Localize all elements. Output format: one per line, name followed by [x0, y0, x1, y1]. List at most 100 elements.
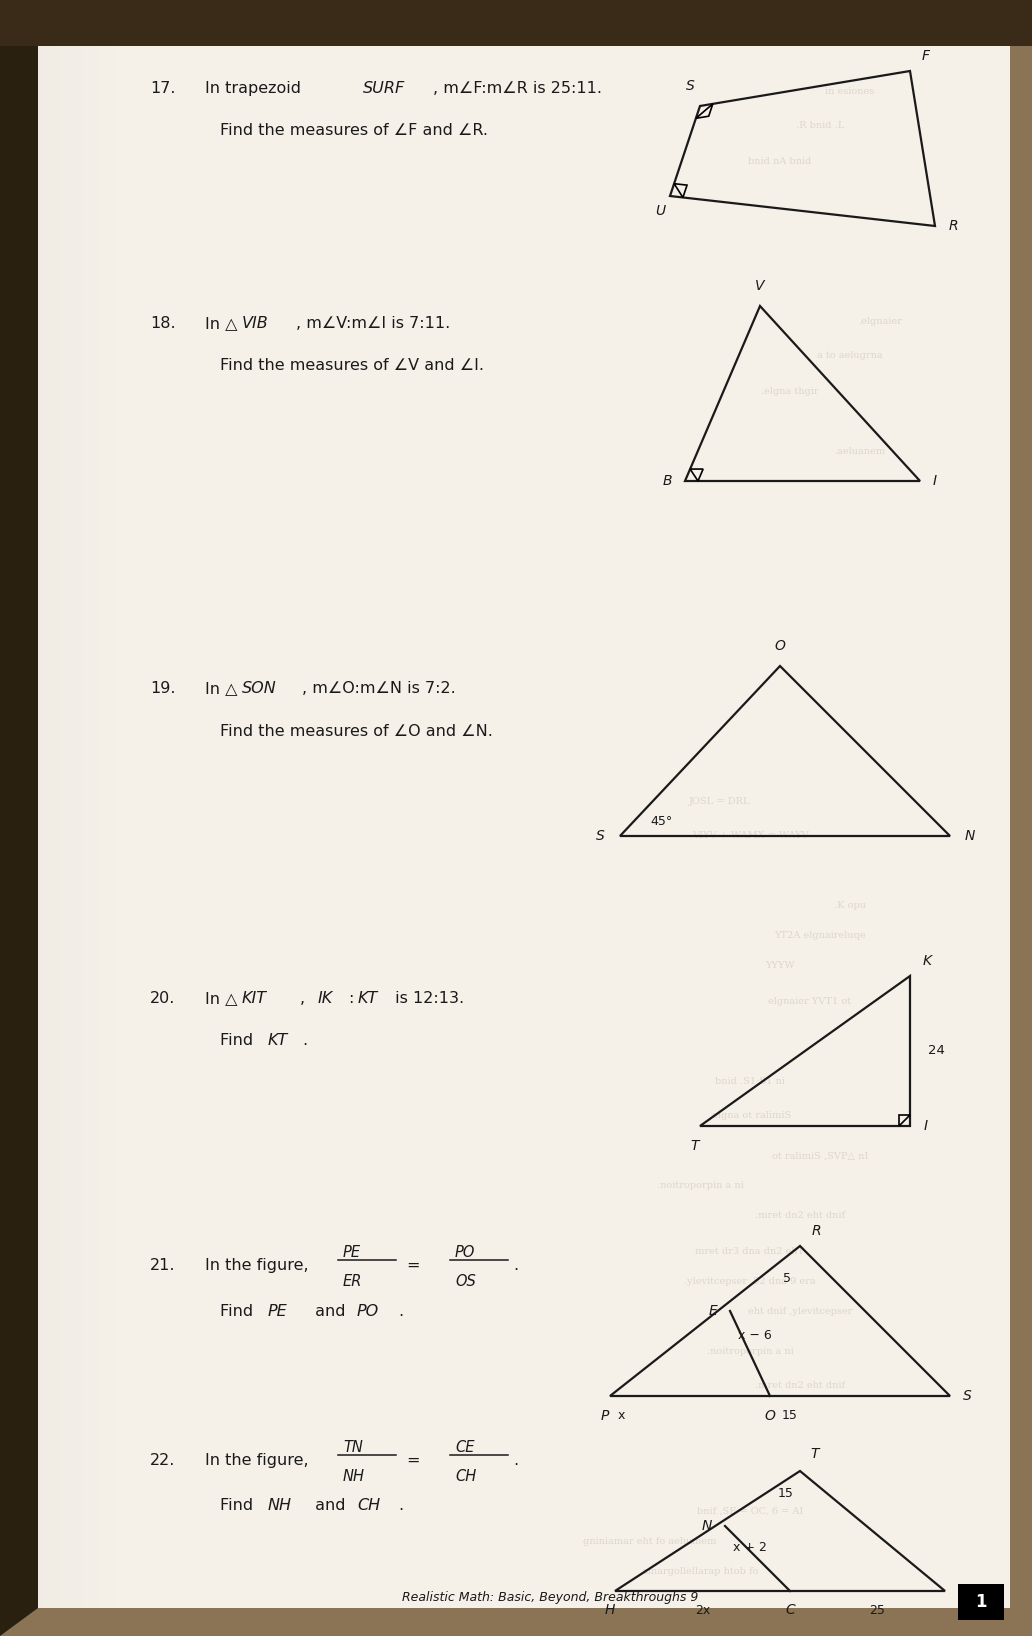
- Text: 15: 15: [777, 1487, 794, 1500]
- Text: 19.: 19.: [150, 681, 175, 695]
- Text: PE: PE: [343, 1245, 361, 1260]
- Text: F: F: [922, 49, 930, 64]
- Text: In the figure,: In the figure,: [205, 1453, 314, 1467]
- Polygon shape: [0, 0, 38, 1636]
- Text: YYYW: YYYW: [766, 962, 795, 970]
- Text: In the figure,: In the figure,: [205, 1258, 314, 1273]
- Text: bnid nA bnid: bnid nA bnid: [748, 157, 811, 165]
- Text: Find: Find: [220, 1304, 258, 1319]
- Text: :: :: [348, 991, 353, 1006]
- Text: in esiones: in esiones: [826, 87, 875, 95]
- Text: 17.: 17.: [150, 82, 175, 97]
- Text: PO: PO: [357, 1304, 379, 1319]
- Text: Realistic Math: Basic, Beyond, Breakthroughs 9: Realistic Math: Basic, Beyond, Breakthro…: [401, 1592, 699, 1605]
- Text: JOSL = DRL: JOSL = DRL: [689, 797, 750, 805]
- Text: 5: 5: [783, 1273, 791, 1284]
- Text: ER: ER: [343, 1274, 362, 1289]
- Text: , m∠O:m∠N is 7:2.: , m∠O:m∠N is 7:2.: [302, 681, 456, 695]
- Text: .elgna thgir: .elgna thgir: [762, 386, 818, 396]
- Text: Find: Find: [220, 1032, 258, 1049]
- Text: KT: KT: [358, 991, 379, 1006]
- Text: E: E: [708, 1304, 717, 1319]
- Text: H: H: [605, 1603, 615, 1616]
- Text: .elgnaier: .elgnaier: [858, 316, 902, 326]
- Text: PE: PE: [268, 1304, 288, 1319]
- Text: KT: KT: [268, 1032, 288, 1049]
- Text: bnid .S1:S1 ni: bnid .S1:S1 ni: [715, 1076, 785, 1086]
- Text: bnif ,SE = OC, 6 = AI: bnif ,SE = OC, 6 = AI: [697, 1507, 803, 1515]
- Text: In △: In △: [205, 316, 237, 330]
- Text: CH: CH: [357, 1499, 380, 1513]
- Text: S: S: [963, 1389, 972, 1404]
- Text: N: N: [965, 829, 975, 843]
- Text: Find the measures of ∠O and ∠N.: Find the measures of ∠O and ∠N.: [220, 725, 493, 739]
- Text: 25: 25: [870, 1603, 885, 1616]
- Text: In △: In △: [205, 991, 237, 1006]
- Text: .: .: [302, 1032, 308, 1049]
- Text: KIT: KIT: [241, 991, 267, 1006]
- Polygon shape: [35, 21, 1010, 1608]
- Text: Find: Find: [220, 1499, 258, 1513]
- Text: VIB: VIB: [241, 316, 268, 330]
- Text: 45°: 45°: [650, 815, 672, 828]
- Text: gniniamar eht fo aeluanem: gniniamar eht fo aeluanem: [583, 1536, 716, 1546]
- Text: V: V: [755, 280, 765, 293]
- Text: mret dr3 dna dn2 ehT: mret dr3 dna dn2 ehT: [696, 1247, 805, 1255]
- Text: PO: PO: [455, 1245, 476, 1260]
- Text: .: .: [513, 1258, 518, 1273]
- Text: 15: 15: [782, 1409, 798, 1422]
- Text: 2x: 2x: [695, 1603, 710, 1616]
- Text: N: N: [702, 1518, 712, 1533]
- Text: CH: CH: [455, 1469, 476, 1484]
- Text: .ylevitcepser ,52 dna 9 era: .ylevitcepser ,52 dna 9 era: [684, 1276, 816, 1286]
- Text: and: and: [310, 1304, 351, 1319]
- Text: O: O: [765, 1409, 775, 1423]
- Text: .R bnid .L: .R bnid .L: [796, 121, 844, 131]
- Text: R: R: [949, 219, 959, 232]
- Text: ,: ,: [300, 991, 311, 1006]
- Text: and: and: [310, 1499, 351, 1513]
- Text: SURF: SURF: [363, 82, 406, 97]
- Text: IK: IK: [318, 991, 333, 1006]
- Text: 1: 1: [975, 1593, 987, 1611]
- Text: E: E: [958, 1584, 967, 1598]
- Text: T: T: [810, 1446, 818, 1461]
- Text: .: .: [398, 1499, 404, 1513]
- Text: TN: TN: [343, 1440, 363, 1454]
- Text: =: =: [406, 1258, 419, 1273]
- Text: NH: NH: [268, 1499, 292, 1513]
- Text: ot ralimiS ,SVP△ nI: ot ralimiS ,SVP△ nI: [772, 1152, 868, 1160]
- Text: x: x: [618, 1409, 625, 1422]
- Text: is 12:13.: is 12:13.: [390, 991, 464, 1006]
- Text: P: P: [601, 1409, 609, 1423]
- Text: x − 6: x − 6: [738, 1328, 772, 1342]
- Text: 24: 24: [928, 1044, 945, 1057]
- Text: .mret dn2 eht dnif: .mret dn2 eht dnif: [755, 1381, 845, 1391]
- Text: In △: In △: [205, 681, 237, 695]
- Text: S: S: [686, 79, 695, 93]
- Text: R: R: [812, 1224, 821, 1238]
- Text: , m∠F:m∠R is 25:11.: , m∠F:m∠R is 25:11.: [433, 82, 602, 97]
- Text: .: .: [513, 1453, 518, 1467]
- Text: U: U: [655, 204, 665, 218]
- Text: 18.: 18.: [150, 316, 175, 330]
- Text: .elgna ot ralimiS: .elgna ot ralimiS: [709, 1111, 792, 1121]
- Text: 22.: 22.: [150, 1453, 175, 1467]
- Text: VIYV + WAMX = WAYV: VIYV + WAMX = WAYV: [691, 831, 808, 841]
- Text: 21.: 21.: [150, 1258, 175, 1273]
- Text: NH: NH: [343, 1469, 365, 1484]
- Text: OS: OS: [455, 1274, 476, 1289]
- Text: .: .: [398, 1304, 404, 1319]
- Text: , m∠V:m∠I is 7:11.: , m∠V:m∠I is 7:11.: [296, 316, 450, 330]
- FancyBboxPatch shape: [958, 1584, 1004, 1620]
- Text: eht dnif ,ylevitcepser: eht dnif ,ylevitcepser: [748, 1307, 852, 1315]
- Text: I: I: [933, 474, 937, 488]
- Text: C: C: [785, 1603, 795, 1616]
- Text: Find the measures of ∠F and ∠R.: Find the measures of ∠F and ∠R.: [220, 123, 488, 137]
- Text: O: O: [775, 640, 785, 653]
- Text: x + 2: x + 2: [733, 1541, 767, 1554]
- Text: .noitroporpin a ni: .noitroporpin a ni: [707, 1346, 794, 1356]
- Text: elgnaier YVT1 ot: elgnaier YVT1 ot: [769, 996, 851, 1006]
- Text: T: T: [690, 1139, 700, 1153]
- Text: K: K: [923, 954, 932, 969]
